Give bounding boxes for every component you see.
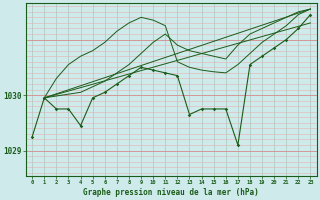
X-axis label: Graphe pression niveau de la mer (hPa): Graphe pression niveau de la mer (hPa)	[84, 188, 259, 197]
